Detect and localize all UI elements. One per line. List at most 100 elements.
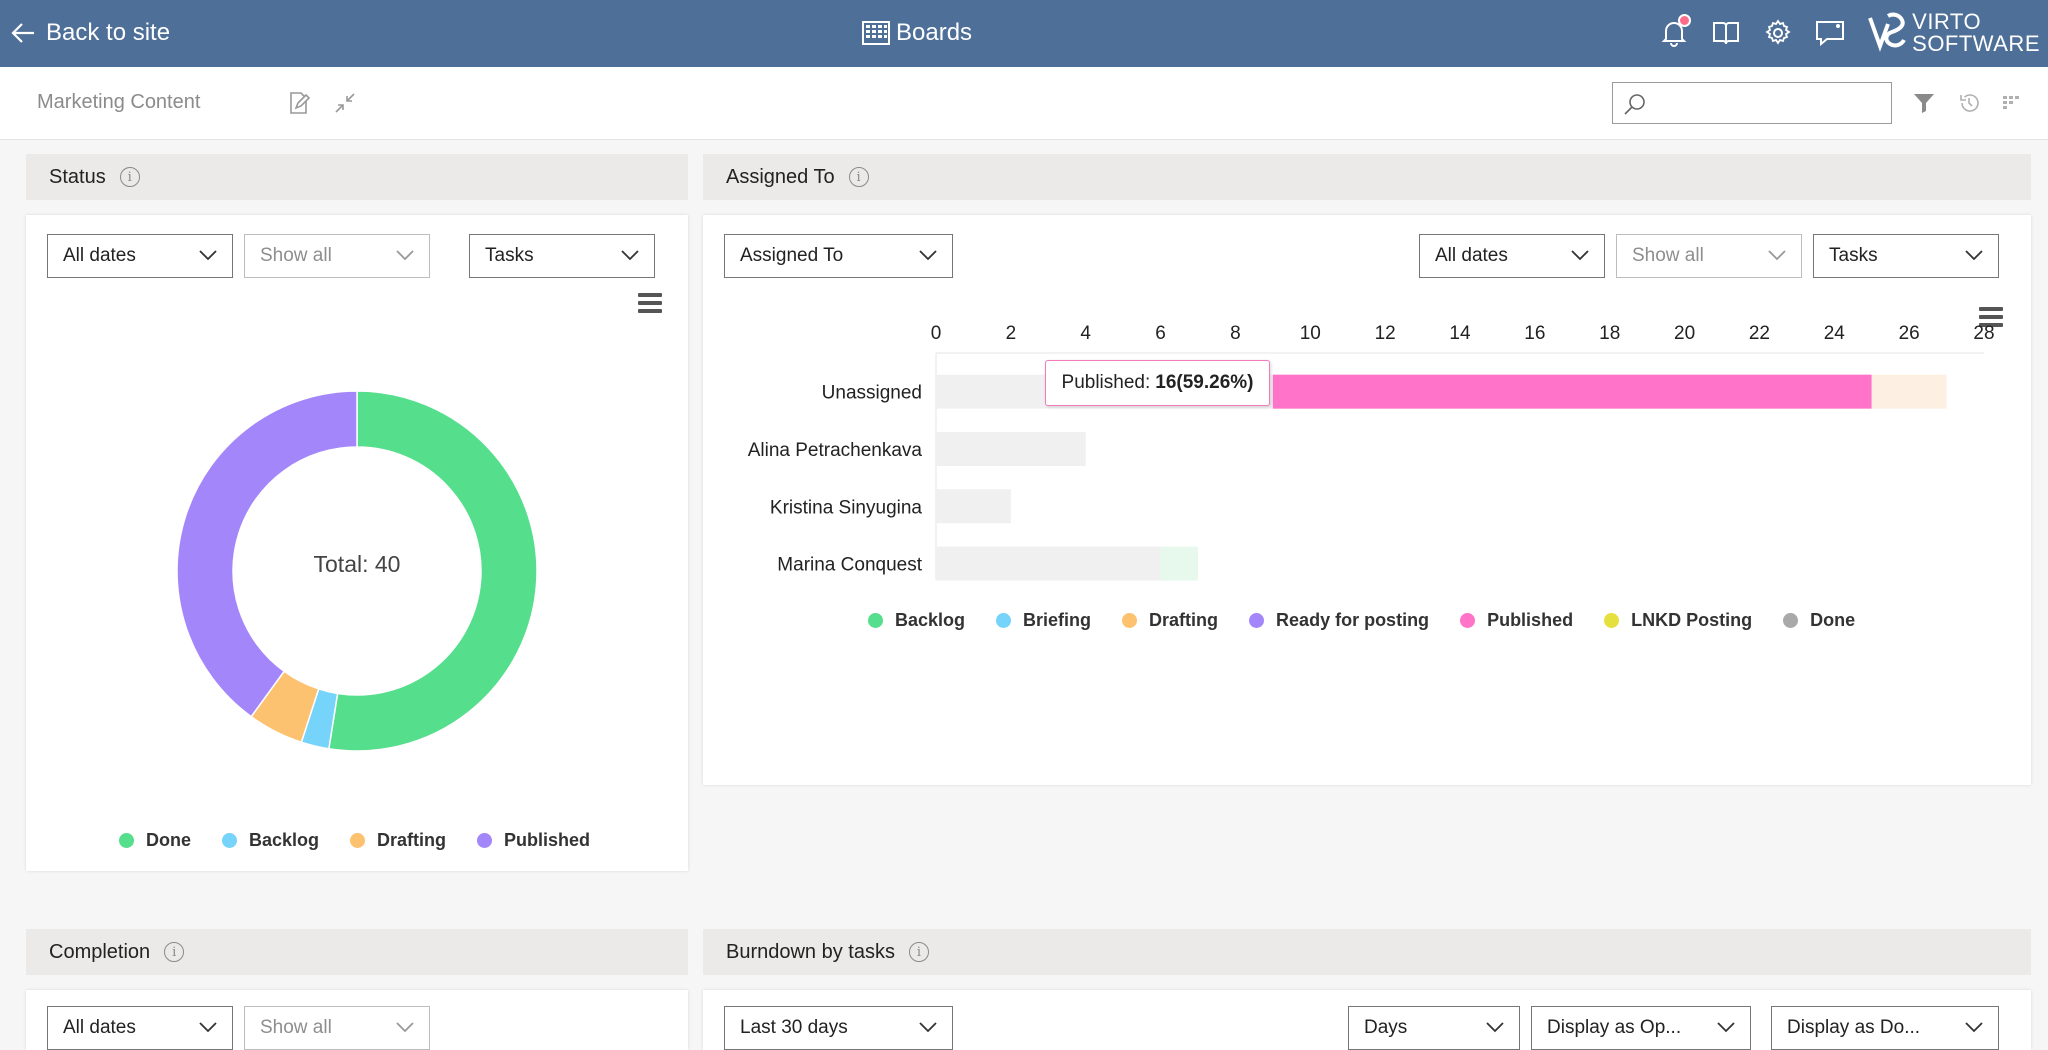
chevron-down-icon bbox=[919, 1022, 937, 1033]
back-to-site-link[interactable]: Back to site bbox=[8, 14, 170, 52]
legend-label: Drafting bbox=[1149, 610, 1219, 630]
burndown-display1-value: Display as Op... bbox=[1547, 1017, 1682, 1038]
bar-backlog-alina-petrachenkava[interactable] bbox=[936, 431, 1086, 466]
chevron-down-icon bbox=[1965, 250, 1983, 261]
status-show-dropdown[interactable]: Show all bbox=[244, 234, 430, 278]
donut-slice-published[interactable] bbox=[176, 390, 358, 718]
legend-dot bbox=[1122, 613, 1138, 628]
status-show-value: Show all bbox=[260, 245, 332, 266]
info-icon[interactable]: i bbox=[119, 167, 140, 187]
legend-item-briefing[interactable]: Briefing bbox=[996, 610, 1091, 631]
assigned-type-dropdown[interactable]: Tasks bbox=[1813, 234, 1999, 278]
history-button[interactable] bbox=[1955, 89, 1983, 117]
donut-slice-done[interactable] bbox=[327, 390, 538, 752]
chevron-down-icon bbox=[1571, 250, 1589, 261]
burndown-display1-dropdown[interactable]: Display as Op... bbox=[1531, 1006, 1751, 1050]
legend-dot bbox=[1783, 613, 1799, 628]
layout-button[interactable] bbox=[1998, 89, 2026, 117]
top-bar: Back to site Boards VIRTO SOFTWARE bbox=[0, 0, 2048, 67]
bar-done-marina-conquest[interactable] bbox=[1160, 546, 1198, 581]
help-book-button[interactable] bbox=[1700, 8, 1752, 58]
legend-item-ready-for-posting[interactable]: Ready for posting bbox=[1249, 610, 1429, 631]
category-label-marina-conquest: Marina Conquest bbox=[777, 555, 922, 576]
legend-label: Done bbox=[146, 830, 191, 850]
info-icon[interactable]: i bbox=[908, 942, 929, 962]
completion-panel-title: Completion bbox=[49, 940, 151, 963]
burndown-range-value: Last 30 days bbox=[740, 1017, 848, 1038]
legend-item-published[interactable]: Published bbox=[1460, 610, 1573, 631]
status-dates-value: All dates bbox=[63, 245, 136, 266]
chevron-down-icon bbox=[396, 250, 414, 261]
virto-logo-icon bbox=[1868, 12, 1906, 52]
category-label-alina-petrachenkava: Alina Petrachenkava bbox=[748, 440, 923, 461]
edit-board-button[interactable] bbox=[285, 89, 313, 117]
legend-label: Published bbox=[504, 830, 591, 850]
bar-backlog-kristina-sinyugina[interactable] bbox=[936, 489, 1011, 524]
x-tick-label: 18 bbox=[1599, 323, 1620, 344]
status-donut-chart: Total: 40 bbox=[176, 390, 538, 752]
legend-dot bbox=[868, 613, 883, 628]
bar-backlog-marina-conquest[interactable] bbox=[936, 546, 1161, 581]
burndown-display2-dropdown[interactable]: Display as Do... bbox=[1771, 1006, 1999, 1050]
chevron-down-icon bbox=[1717, 1022, 1735, 1033]
boards-grid-icon bbox=[862, 21, 890, 45]
search-icon bbox=[1624, 94, 1645, 115]
bar-published-unassigned[interactable] bbox=[1272, 374, 1872, 409]
collapse-icon bbox=[335, 93, 355, 113]
chevron-down-icon bbox=[1965, 1022, 1983, 1033]
board-toolbar: Marketing Content bbox=[0, 67, 2048, 140]
completion-dates-dropdown[interactable]: All dates bbox=[47, 1006, 233, 1050]
bell-icon bbox=[1661, 22, 1687, 47]
search-input[interactable] bbox=[1653, 89, 1887, 119]
collapse-button[interactable] bbox=[331, 89, 359, 117]
legend-item-backlog[interactable]: Backlog bbox=[222, 830, 319, 851]
status-type-dropdown[interactable]: Tasks bbox=[469, 234, 655, 278]
burndown-panel-header: Burndown by tasks i bbox=[703, 929, 2031, 975]
status-legend: Done Backlog Drafting Published bbox=[119, 830, 621, 851]
legend-item-done[interactable]: Done bbox=[119, 830, 191, 851]
filter-button[interactable] bbox=[1910, 89, 1938, 117]
assigned-dates-dropdown[interactable]: All dates bbox=[1419, 234, 1605, 278]
boards-title[interactable]: Boards bbox=[862, 14, 972, 52]
chevron-down-icon bbox=[1768, 250, 1786, 261]
feedback-button[interactable] bbox=[1804, 8, 1856, 58]
legend-item-drafting[interactable]: Drafting bbox=[350, 830, 446, 851]
chevron-down-icon bbox=[199, 1022, 217, 1033]
notifications-button[interactable] bbox=[1648, 8, 1700, 58]
legend-dot bbox=[996, 613, 1012, 628]
info-icon[interactable]: i bbox=[164, 942, 185, 962]
tooltip-label: Published: bbox=[1061, 372, 1151, 393]
completion-show-dropdown[interactable]: Show all bbox=[244, 1006, 430, 1050]
assigned-show-dropdown[interactable]: Show all bbox=[1616, 234, 1802, 278]
status-chart-menu-button[interactable] bbox=[638, 293, 662, 313]
status-panel: All dates Show all Tasks Total: 40 Done B… bbox=[26, 215, 688, 871]
settings-button[interactable] bbox=[1752, 8, 1804, 58]
x-tick-label: 0 bbox=[931, 323, 942, 344]
assigned-bar-chart: 0 2 4 6 8 10 12 14 16 18 20 22 24 26 28 UnassignedAlin… bbox=[748, 323, 1995, 581]
filter-icon bbox=[1914, 94, 1934, 113]
legend-item-drafting[interactable]: Drafting bbox=[1122, 610, 1218, 631]
burndown-range-dropdown[interactable]: Last 30 days bbox=[724, 1006, 953, 1050]
legend-item-done[interactable]: Done bbox=[1783, 610, 1855, 631]
search-field[interactable] bbox=[1612, 82, 1892, 124]
legend-item-backlog[interactable]: Backlog bbox=[868, 610, 965, 631]
burndown-panel: Last 30 days Days Display as Op... Displ… bbox=[703, 990, 2031, 1050]
boards-label: Boards bbox=[896, 19, 973, 46]
assigned-legend: Backlog Briefing Drafting Ready for posting… bbox=[868, 610, 1886, 631]
status-dates-dropdown[interactable]: All dates bbox=[47, 234, 233, 278]
assigned-chart-menu-button[interactable] bbox=[1979, 307, 2003, 327]
completion-show-value: Show all bbox=[260, 1017, 332, 1038]
edit-icon bbox=[290, 92, 311, 114]
info-icon[interactable]: i bbox=[848, 167, 869, 187]
legend-item-published[interactable]: Published bbox=[477, 830, 590, 851]
assigned-panel-header: Assigned To i bbox=[703, 154, 2031, 200]
logo-line-2: SOFTWARE bbox=[1912, 31, 2040, 56]
status-type-value: Tasks bbox=[485, 245, 534, 266]
legend-item-lnkd-posting[interactable]: LNKD Posting bbox=[1604, 610, 1752, 631]
assigned-group-dropdown[interactable]: Assigned To bbox=[724, 234, 953, 278]
chevron-down-icon bbox=[396, 1022, 414, 1033]
bar-done-unassigned[interactable] bbox=[1871, 374, 1947, 409]
burndown-unit-dropdown[interactable]: Days bbox=[1348, 1006, 1520, 1050]
tooltip-value: 16(59.26%) bbox=[1155, 372, 1254, 393]
